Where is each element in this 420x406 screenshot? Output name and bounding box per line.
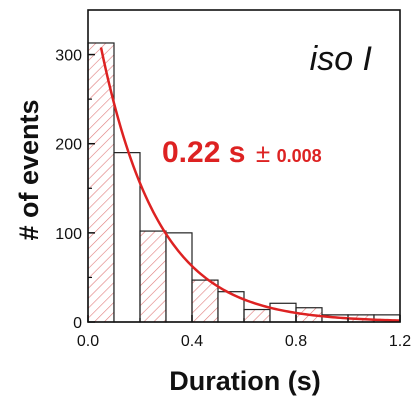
histogram-bar [139, 230, 167, 323]
histogram-bar [217, 291, 245, 323]
y-tick-label: 200 [55, 137, 82, 154]
x-tick-label: 0.8 [285, 333, 307, 350]
bars-layer [87, 42, 401, 323]
ticks-layer: 0.0 0.4 0.8 1.2 0 100 200 300 [55, 48, 411, 350]
condition-label: iso I [310, 40, 373, 78]
exponential-fit-curve [99, 47, 401, 322]
y-tick-label: 100 [55, 226, 82, 243]
y-tick-label: 0 [73, 315, 82, 332]
plus-minus-sign: ± [256, 138, 270, 168]
x-tick-label: 0.0 [77, 333, 99, 350]
y-tick-label: 300 [55, 48, 82, 65]
tau-value: 0.22 s [162, 136, 245, 169]
tau-annotation: 0.22 s ± 0.008 [162, 136, 322, 169]
y-axis-title: # of events [14, 99, 44, 240]
tau-error: 0.008 [277, 146, 322, 166]
histogram-bar [243, 308, 271, 323]
histogram-bar [113, 152, 141, 323]
histogram-bar [165, 232, 193, 323]
histogram-bar [191, 279, 219, 323]
x-tick-label: 0.4 [181, 333, 203, 350]
x-tick-label: 1.2 [389, 333, 411, 350]
x-axis-title: Duration (s) [169, 366, 321, 396]
